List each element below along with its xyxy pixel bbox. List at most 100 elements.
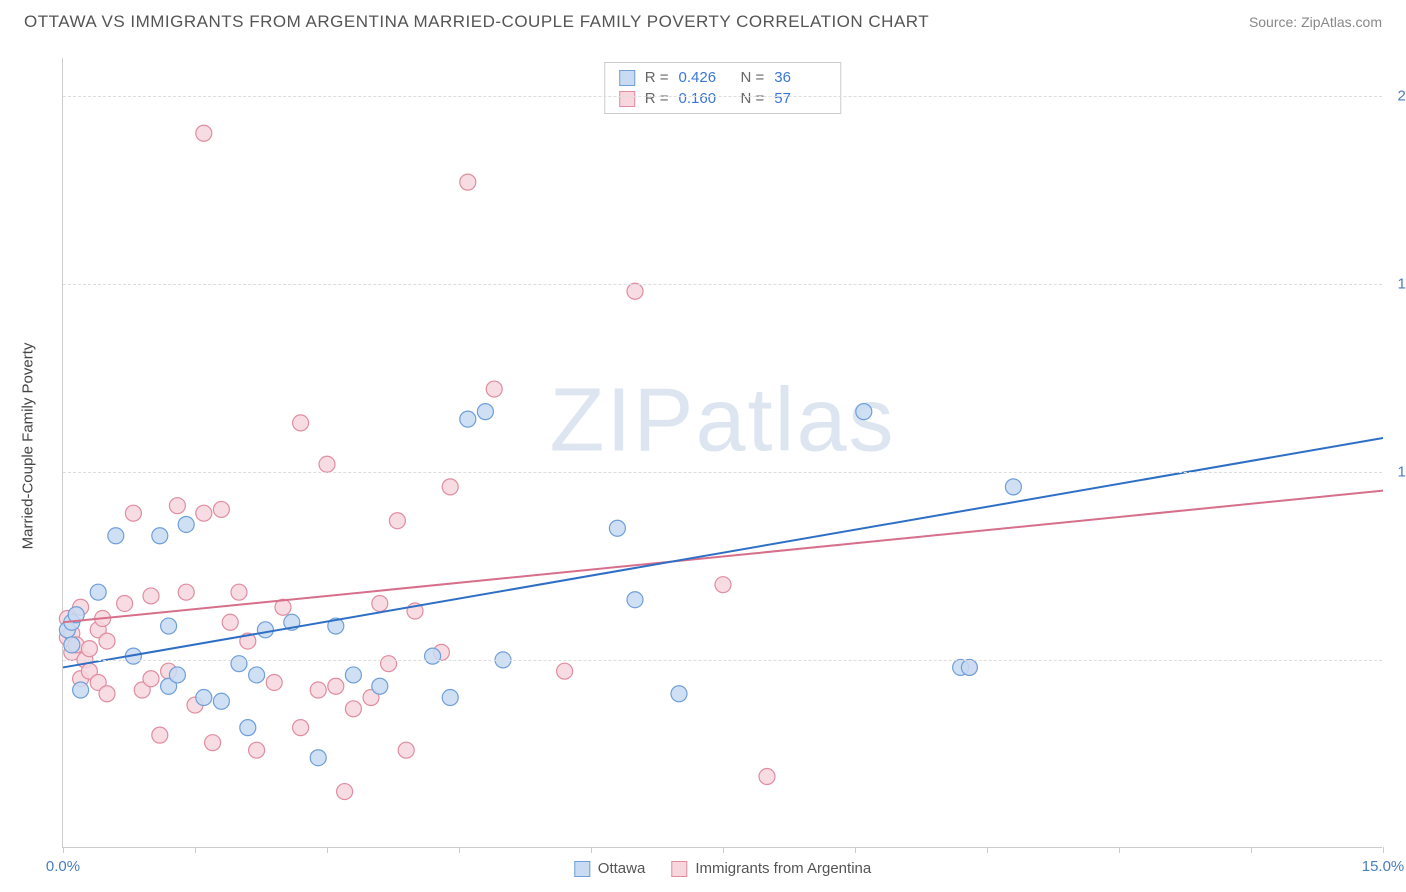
x-tick bbox=[1119, 847, 1120, 853]
data-point bbox=[125, 505, 141, 521]
data-point bbox=[759, 769, 775, 785]
legend-label: Ottawa bbox=[598, 860, 646, 877]
stat-n-label: N = bbox=[741, 69, 765, 86]
bottom-legend: Ottawa Immigrants from Argentina bbox=[574, 860, 871, 877]
data-point bbox=[249, 667, 265, 683]
data-point bbox=[196, 505, 212, 521]
x-tick bbox=[195, 847, 196, 853]
y-tick-label: 15.0% bbox=[1397, 275, 1406, 292]
stats-row: R = 0.426 N = 36 bbox=[619, 67, 827, 88]
stats-row: R =0.160N =57 bbox=[619, 88, 827, 109]
data-point bbox=[856, 404, 872, 420]
data-point bbox=[205, 735, 221, 751]
data-point bbox=[99, 633, 115, 649]
gridline bbox=[63, 660, 1382, 661]
gridline bbox=[63, 284, 1382, 285]
data-point bbox=[1005, 479, 1021, 495]
data-point bbox=[715, 577, 731, 593]
data-point bbox=[310, 750, 326, 766]
scatter-svg bbox=[63, 58, 1382, 847]
data-point bbox=[345, 667, 361, 683]
legend-swatch bbox=[619, 70, 635, 86]
y-tick-label: 10.0% bbox=[1397, 463, 1406, 480]
gridline bbox=[63, 96, 1382, 97]
y-axis-label: Married-Couple Family Poverty bbox=[20, 343, 37, 550]
data-point bbox=[90, 584, 106, 600]
data-point bbox=[196, 125, 212, 141]
data-point bbox=[337, 784, 353, 800]
x-tick-label: 15.0% bbox=[1362, 858, 1405, 875]
data-point bbox=[293, 415, 309, 431]
legend-label: Immigrants from Argentina bbox=[695, 860, 871, 877]
legend-swatch bbox=[671, 861, 687, 877]
data-point bbox=[319, 456, 335, 472]
stat-r-label: R = bbox=[645, 90, 669, 107]
x-tick bbox=[855, 847, 856, 853]
data-point bbox=[161, 618, 177, 634]
data-point bbox=[152, 528, 168, 544]
data-point bbox=[152, 727, 168, 743]
x-tick bbox=[63, 847, 64, 853]
trend-line bbox=[63, 491, 1383, 623]
data-point bbox=[557, 663, 573, 679]
data-point bbox=[213, 501, 229, 517]
data-point bbox=[257, 622, 273, 638]
y-tick-label: 20.0% bbox=[1397, 87, 1406, 104]
data-point bbox=[143, 588, 159, 604]
data-point bbox=[310, 682, 326, 698]
data-point bbox=[442, 690, 458, 706]
data-point bbox=[398, 742, 414, 758]
stat-n-value: 57 bbox=[774, 90, 826, 107]
data-point bbox=[328, 678, 344, 694]
gridline bbox=[63, 472, 1382, 473]
stat-n-value: 36 bbox=[774, 69, 826, 86]
data-point bbox=[249, 742, 265, 758]
legend-item: Ottawa bbox=[574, 860, 646, 877]
data-point bbox=[73, 682, 89, 698]
data-point bbox=[671, 686, 687, 702]
data-point bbox=[460, 174, 476, 190]
data-point bbox=[961, 659, 977, 675]
stats-legend-box: R =0.426N =36R =0.160N =57 bbox=[604, 62, 842, 114]
data-point bbox=[117, 595, 133, 611]
data-point bbox=[196, 690, 212, 706]
stat-n-label: N = bbox=[741, 90, 765, 107]
data-point bbox=[627, 283, 643, 299]
stat-r-label: R = bbox=[645, 69, 669, 86]
legend-swatch bbox=[574, 861, 590, 877]
data-point bbox=[486, 381, 502, 397]
x-tick bbox=[1383, 847, 1384, 853]
data-point bbox=[64, 637, 80, 653]
legend-swatch bbox=[619, 91, 635, 107]
data-point bbox=[213, 693, 229, 709]
data-point bbox=[460, 411, 476, 427]
data-point bbox=[372, 678, 388, 694]
data-point bbox=[169, 667, 185, 683]
x-tick bbox=[723, 847, 724, 853]
data-point bbox=[293, 720, 309, 736]
data-point bbox=[240, 720, 256, 736]
data-point bbox=[81, 641, 97, 657]
chart-plot-area: ZIPatlas R =0.426N =36R =0.160N =57 Otta… bbox=[62, 58, 1382, 848]
legend-item: Immigrants from Argentina bbox=[671, 860, 871, 877]
data-point bbox=[108, 528, 124, 544]
data-point bbox=[143, 671, 159, 687]
data-point bbox=[222, 614, 238, 630]
data-point bbox=[381, 656, 397, 672]
x-tick-label: 0.0% bbox=[46, 858, 80, 875]
data-point bbox=[425, 648, 441, 664]
x-tick bbox=[591, 847, 592, 853]
chart-title: OTTAWA VS IMMIGRANTS FROM ARGENTINA MARR… bbox=[24, 12, 929, 32]
data-point bbox=[99, 686, 115, 702]
data-point bbox=[169, 498, 185, 514]
source-label: Source: ZipAtlas.com bbox=[1249, 14, 1382, 30]
data-point bbox=[178, 584, 194, 600]
data-point bbox=[627, 592, 643, 608]
data-point bbox=[389, 513, 405, 529]
x-tick bbox=[987, 847, 988, 853]
x-tick bbox=[327, 847, 328, 853]
x-tick bbox=[459, 847, 460, 853]
stat-r-value: 0.426 bbox=[679, 69, 731, 86]
data-point bbox=[609, 520, 625, 536]
data-point bbox=[345, 701, 361, 717]
